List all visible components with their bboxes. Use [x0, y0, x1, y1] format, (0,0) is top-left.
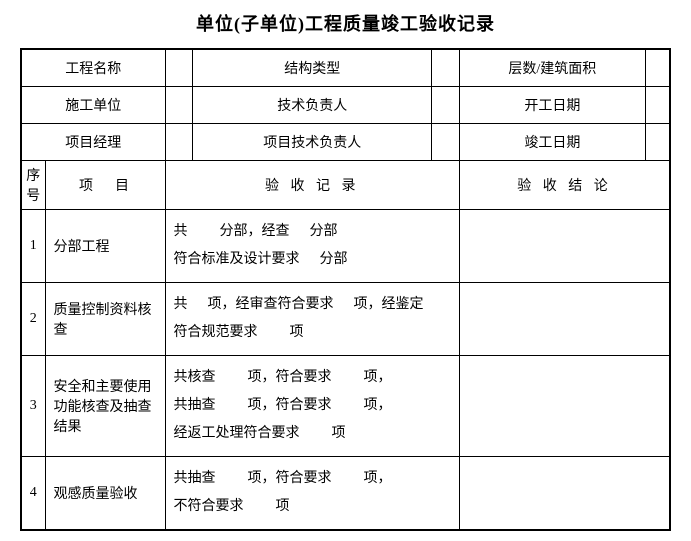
label-project-tech-lead: 项目技术负责人 [193, 124, 432, 161]
row3-seq: 3 [21, 356, 45, 457]
header-row-1: 工程名称 结构类型 层数/建筑面积 [21, 49, 670, 87]
value-floors-area [645, 49, 670, 87]
col-conclusion: 验 收 结 论 [460, 161, 670, 210]
label-tech-lead: 技术负责人 [193, 87, 432, 124]
text: 分部 [310, 224, 338, 239]
col-seq: 序号 [21, 161, 45, 210]
text: 分部，经查 [220, 224, 290, 239]
value-construction-unit [165, 87, 193, 124]
value-start-date [645, 87, 670, 124]
row2-item: 质量控制资料核查 [45, 283, 165, 356]
page-title: 单位(子单位)工程质量竣工验收记录 [20, 10, 671, 36]
label-project-name: 工程名称 [21, 49, 165, 87]
text: 分部 [320, 252, 348, 267]
row1-seq: 1 [21, 210, 45, 283]
col-item: 项 目 [45, 161, 165, 210]
text: 共抽查 [174, 471, 216, 486]
row4-seq: 4 [21, 457, 45, 531]
text: 共核查 [174, 370, 216, 385]
value-complete-date [645, 124, 670, 161]
row3-conclusion [460, 356, 670, 457]
table-row: 1 分部工程 共分部，经查分部 符合标准及设计要求分部 [21, 210, 670, 283]
text: 共 [174, 224, 188, 239]
text: 符合标准及设计要求 [174, 252, 300, 267]
text: 经返工处理符合要求 [174, 426, 300, 441]
column-header-row: 序号 项 目 验 收 记 录 验 收 结 论 [21, 161, 670, 210]
text: 项， [364, 398, 392, 413]
header-row-2: 施工单位 技术负责人 开工日期 [21, 87, 670, 124]
text: 项，符合要求 [248, 370, 332, 385]
row3-record: 共核查项，符合要求项， 共抽查项，符合要求项， 经返工处理符合要求项 [165, 356, 460, 457]
row1-record: 共分部，经查分部 符合标准及设计要求分部 [165, 210, 460, 283]
text: 项 [276, 499, 290, 514]
row2-record: 共 项，经审查符合要求 项，经鉴定 符合规范要求 项 [165, 283, 460, 356]
table-row: 2 质量控制资料核查 共 项，经审查符合要求 项，经鉴定 符合规范要求 项 [21, 283, 670, 356]
text: 项，经鉴定 [354, 297, 424, 312]
text: 符合规范要求 [174, 325, 258, 340]
row2-conclusion [460, 283, 670, 356]
table-row: 3 安全和主要使用功能核查及抽查结果 共核查项，符合要求项， 共抽查项，符合要求… [21, 356, 670, 457]
row1-conclusion [460, 210, 670, 283]
label-complete-date: 竣工日期 [460, 124, 646, 161]
text: 共 [174, 297, 188, 312]
value-project-tech-lead [432, 124, 460, 161]
row2-seq: 2 [21, 283, 45, 356]
acceptance-table: 工程名称 结构类型 层数/建筑面积 施工单位 技术负责人 开工日期 项目经理 项… [20, 48, 671, 531]
label-start-date: 开工日期 [460, 87, 646, 124]
text: 项 [332, 426, 346, 441]
text: 不符合要求 [174, 499, 244, 514]
text: 项 [290, 325, 304, 340]
label-floors-area: 层数/建筑面积 [460, 49, 646, 87]
row4-record: 共抽查 项，符合要求 项， 不符合要求 项 [165, 457, 460, 531]
row4-item: 观感质量验收 [45, 457, 165, 531]
row1-item: 分部工程 [45, 210, 165, 283]
row4-conclusion [460, 457, 670, 531]
text: 项， [364, 471, 392, 486]
value-project-name [165, 49, 193, 87]
text: 项，符合要求 [248, 398, 332, 413]
table-row: 4 观感质量验收 共抽查 项，符合要求 项， 不符合要求 项 [21, 457, 670, 531]
label-structure-type: 结构类型 [193, 49, 432, 87]
label-construction-unit: 施工单位 [21, 87, 165, 124]
text: 项， [364, 370, 392, 385]
row3-item: 安全和主要使用功能核查及抽查结果 [45, 356, 165, 457]
col-record: 验 收 记 录 [165, 161, 460, 210]
text: 项，符合要求 [248, 471, 332, 486]
value-tech-lead [432, 87, 460, 124]
header-row-3: 项目经理 项目技术负责人 竣工日期 [21, 124, 670, 161]
value-structure-type [432, 49, 460, 87]
label-project-manager: 项目经理 [21, 124, 165, 161]
text: 共抽查 [174, 398, 216, 413]
value-project-manager [165, 124, 193, 161]
text: 项，经审查符合要求 [208, 297, 334, 312]
